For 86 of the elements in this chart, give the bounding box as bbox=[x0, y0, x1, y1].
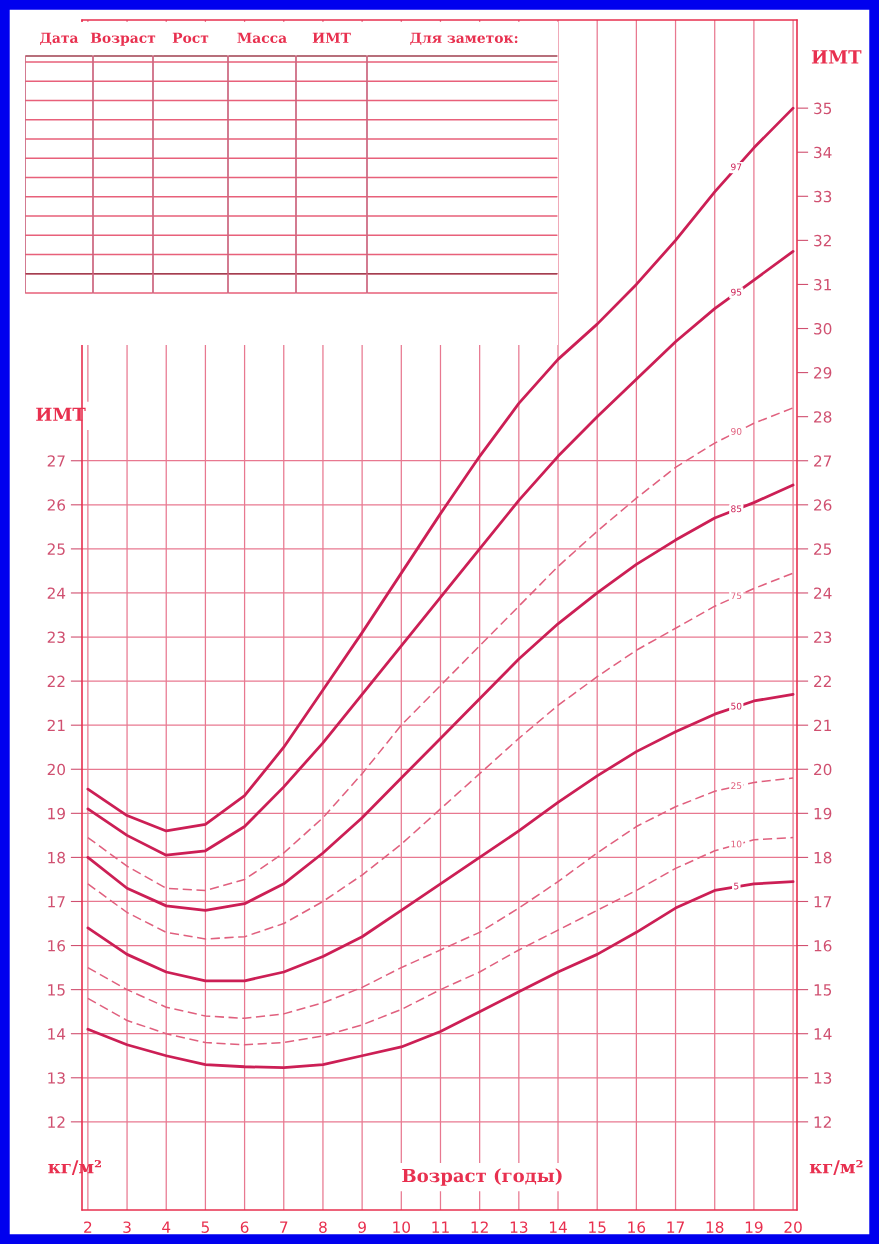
y-tick-label: 27 bbox=[47, 455, 65, 467]
x-tick-label: 5 bbox=[201, 1221, 209, 1233]
x-tick-label: 2 bbox=[84, 1221, 92, 1233]
y2-tick-label: 17 bbox=[814, 896, 832, 908]
y2-tick-label: 15 bbox=[814, 984, 832, 996]
x-tick-label: 14 bbox=[549, 1221, 567, 1233]
y2-tick-label: 18 bbox=[814, 851, 832, 864]
y-tick-label: 16 bbox=[48, 940, 66, 952]
y-tick-label: 20 bbox=[47, 763, 66, 776]
series-label: 10 bbox=[731, 840, 742, 848]
line-series bbox=[86, 483, 795, 912]
annotation: Рост bbox=[172, 32, 209, 44]
x-axis-title: Возраст (годы) bbox=[402, 1168, 562, 1186]
series-label: 5 bbox=[734, 882, 739, 890]
y-tick-label: 21 bbox=[47, 719, 65, 731]
y-tick-label: 14 bbox=[48, 1028, 66, 1040]
y2-tick-label: 31 bbox=[814, 278, 831, 291]
annotation: Для заметок: bbox=[410, 32, 518, 46]
y2-tick-label: 13 bbox=[814, 1072, 832, 1084]
y2-tick-label: 35 bbox=[814, 102, 832, 115]
x-tick-label: 16 bbox=[628, 1221, 646, 1233]
y2-axis-title: ИМТ bbox=[811, 50, 862, 64]
line-series bbox=[87, 572, 794, 940]
y2-tick-label: 25 bbox=[814, 543, 832, 555]
series-label: 25 bbox=[731, 782, 742, 790]
y2-tick-label: 14 bbox=[814, 1028, 832, 1040]
y2-tick-label: 33 bbox=[814, 190, 832, 203]
line-series bbox=[86, 692, 795, 983]
x-tick-label: 10 bbox=[393, 1221, 411, 1233]
y2-tick-label: 22 bbox=[814, 675, 831, 687]
y-tick-label: 18 bbox=[48, 851, 65, 864]
y2-tick-label: 32 bbox=[814, 234, 831, 247]
text: кг/м² bbox=[809, 1159, 863, 1176]
y2-tick-label: 26 bbox=[814, 499, 832, 511]
series-label: 75 bbox=[731, 592, 742, 600]
y-tick-label: 13 bbox=[48, 1072, 65, 1084]
y2-tick-label: 20 bbox=[814, 763, 832, 776]
x-tick-label: 13 bbox=[510, 1221, 528, 1233]
x-tick-label: 18 bbox=[706, 1221, 724, 1233]
line-series bbox=[86, 106, 795, 833]
y2-tick-label: 12 bbox=[814, 1116, 831, 1128]
series-label: 50 bbox=[731, 702, 742, 710]
y2-tick-label: 16 bbox=[814, 940, 832, 952]
x-tick-label: 8 bbox=[319, 1221, 327, 1233]
y2-tick-label: 30 bbox=[814, 322, 832, 335]
y2-tick-label: 19 bbox=[814, 807, 832, 820]
y2-tick-label: 24 bbox=[814, 587, 832, 599]
x-tick-label: 9 bbox=[358, 1221, 366, 1233]
y2-tick-label: 27 bbox=[814, 455, 832, 467]
line-series bbox=[87, 777, 794, 1020]
annotation: Возраст bbox=[90, 32, 156, 46]
x-tick-label: 7 bbox=[280, 1221, 288, 1233]
x-tick-label: 12 bbox=[471, 1221, 488, 1233]
y-tick-label: 22 bbox=[47, 675, 65, 687]
x-tick-label: 4 bbox=[162, 1221, 171, 1233]
annotation: Масса bbox=[237, 32, 287, 44]
y-tick-label: 17 bbox=[48, 896, 65, 908]
y-tick-label: 15 bbox=[48, 984, 65, 996]
series-label: 90 bbox=[731, 427, 742, 435]
line-series bbox=[87, 407, 794, 892]
text: Дата bbox=[40, 32, 79, 46]
x-tick-label: 11 bbox=[432, 1221, 449, 1233]
x-tick-label: 17 bbox=[667, 1221, 684, 1233]
series-label: 85 bbox=[731, 505, 742, 513]
series-label: 97 bbox=[731, 163, 742, 171]
y-tick-label: 26 bbox=[47, 499, 66, 511]
y2-tick-label: 34 bbox=[814, 146, 832, 159]
x-tick-label: 19 bbox=[745, 1221, 763, 1233]
y-tick-label: 24 bbox=[47, 587, 66, 599]
y-tick-label: 23 bbox=[47, 631, 65, 644]
y-tick-label: 25 bbox=[47, 543, 65, 555]
x-tick-label: 3 bbox=[123, 1221, 131, 1233]
x-tick-label: 20 bbox=[784, 1221, 802, 1233]
y2-tick-label: 29 bbox=[814, 367, 832, 379]
line-series bbox=[86, 880, 795, 1070]
annotation: ИМТ bbox=[312, 32, 351, 43]
line-series bbox=[87, 836, 794, 1046]
y2-tick-label: 23 bbox=[814, 631, 832, 644]
x-tick-label: 15 bbox=[589, 1221, 606, 1233]
x-tick-label: 6 bbox=[240, 1221, 249, 1233]
series-label: 95 bbox=[731, 288, 742, 296]
y-tick-label: 19 bbox=[48, 807, 65, 820]
y2-tick-label: 28 bbox=[814, 411, 832, 423]
line-series bbox=[86, 250, 795, 857]
y-tick-label: 12 bbox=[48, 1116, 65, 1128]
y2-tick-label: 21 bbox=[814, 719, 831, 731]
